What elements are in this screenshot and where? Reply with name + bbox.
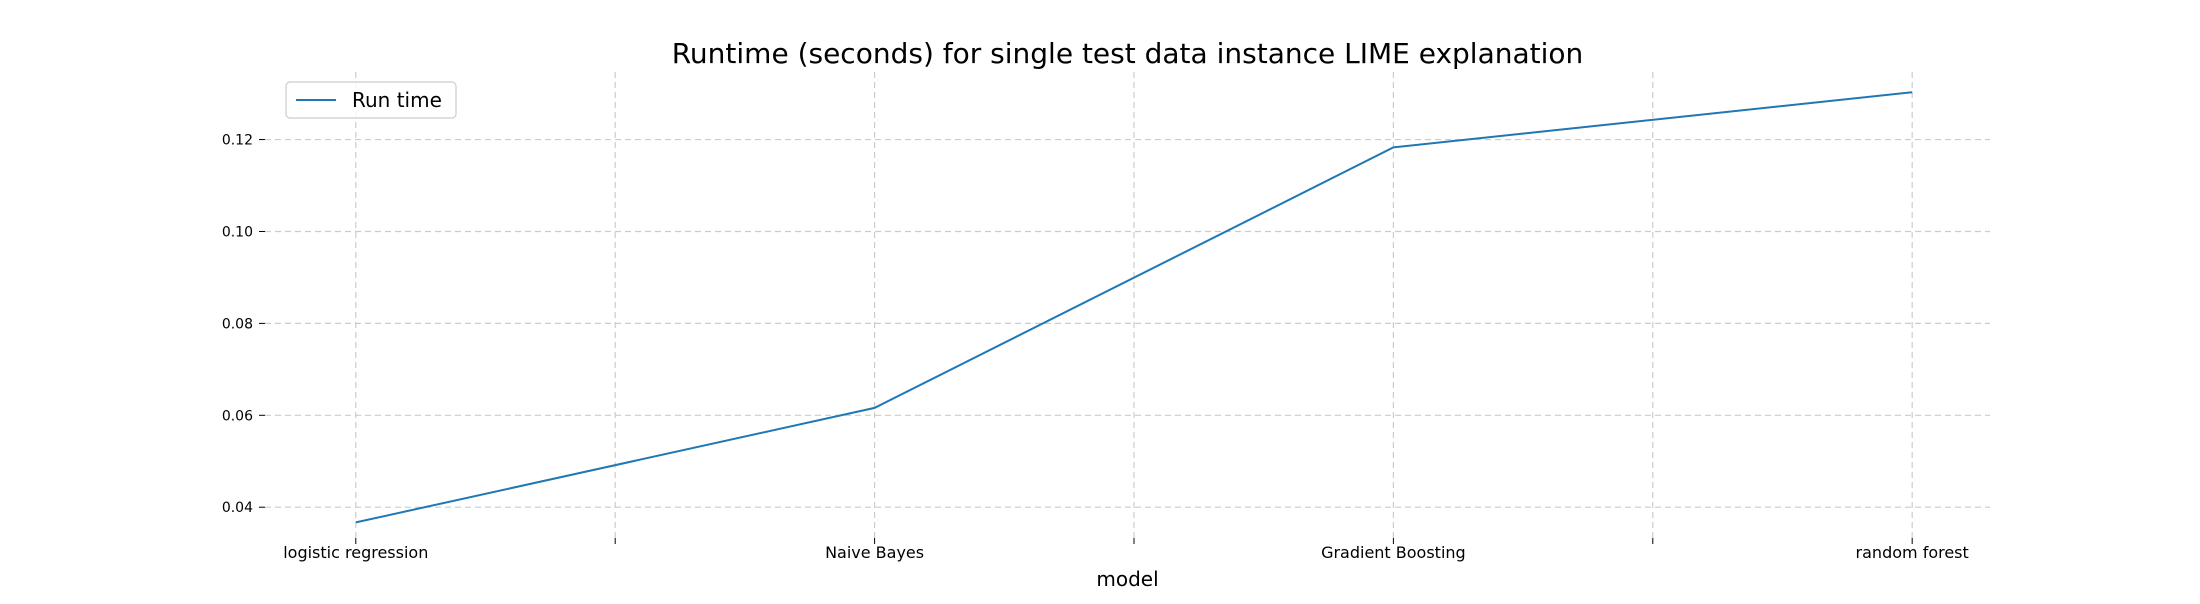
y-tick-label: 0.04 [222,500,253,516]
grid-lines [265,72,1990,538]
legend: Run time [285,81,457,119]
legend-label: Run time [352,88,442,112]
y-tick-label: 0.08 [222,316,253,332]
data-point [1910,90,1914,94]
x-tick-label: Naive Bayes [825,543,924,562]
legend-box [285,81,457,119]
x-tick-label: Gradient Boosting [1321,543,1466,562]
data-point [354,520,358,524]
axis-ticks: 0.04 0.06 0.08 0.10 0.12 logistic regression N… [222,133,1969,562]
y-tick-label: 0.10 [222,224,253,240]
series-line-run-time [355,91,1913,524]
y-tick-label: 0.12 [222,133,253,149]
y-tick-label: 0.06 [222,408,253,424]
data-point [1391,145,1395,149]
data-point [873,406,877,410]
x-tick-label: random forest [1856,543,1969,562]
x-tick-label: logistic regression [283,543,428,562]
x-axis-label: model [1096,567,1158,591]
chart-title: Runtime (seconds) for single test data i… [672,37,1584,70]
series-layer [354,90,1914,524]
